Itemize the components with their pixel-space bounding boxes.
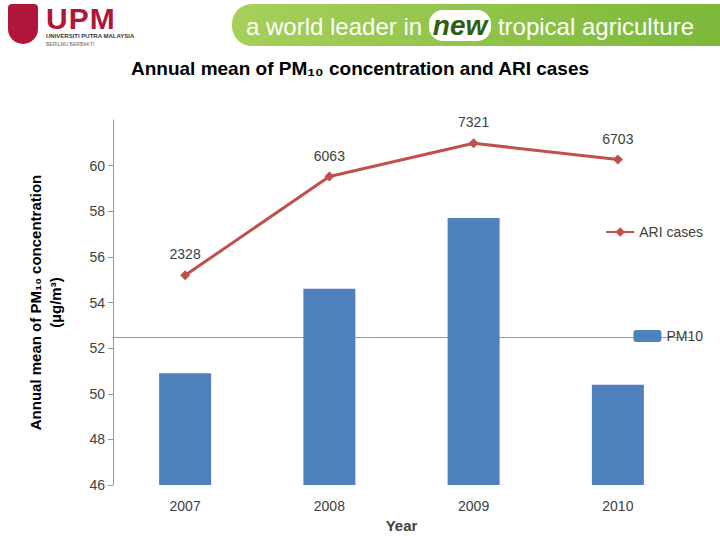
svg-text:56: 56 [89, 249, 105, 265]
svg-text:2010: 2010 [602, 498, 633, 514]
svg-text:ARI cases: ARI cases [639, 224, 703, 240]
svg-text:6063: 6063 [314, 148, 345, 164]
svg-text:2008: 2008 [314, 498, 345, 514]
svg-text:54: 54 [89, 295, 105, 311]
html-text:UNIVERSITI PUTRA MALAYSIA: UNIVERSITI PUTRA MALAYSIA [46, 33, 135, 39]
svg-text:Annual mean of PM₁₀ concentrat: Annual mean of PM₁₀ concentration [27, 175, 44, 430]
html-text:UPM: UPM [46, 2, 116, 35]
svg-text:52: 52 [89, 340, 105, 356]
svg-text:2009: 2009 [458, 498, 489, 514]
html-text:BERILMU BERBAKTI: BERILMU BERBAKTI [46, 41, 95, 47]
svg-text:2328: 2328 [170, 246, 201, 262]
svg-text:50: 50 [89, 386, 105, 402]
html-text:a world leader in new tropical: a world leader in new tropical agricultu… [246, 10, 694, 41]
svg-text:48: 48 [89, 431, 105, 447]
svg-text:Year: Year [386, 517, 418, 534]
svg-text:Annual mean of PM₁₀ concentrat: Annual mean of PM₁₀ concentration and AR… [131, 58, 589, 79]
svg-text:6703: 6703 [602, 131, 633, 147]
svg-text:60: 60 [89, 158, 105, 174]
svg-text:(µg/m³): (µg/m³) [47, 277, 64, 327]
svg-text:7321: 7321 [458, 114, 489, 130]
svg-text:58: 58 [89, 203, 105, 219]
svg-text:PM10: PM10 [666, 328, 703, 344]
svg-text:46: 46 [89, 477, 105, 493]
svg-text:2007: 2007 [170, 498, 201, 514]
